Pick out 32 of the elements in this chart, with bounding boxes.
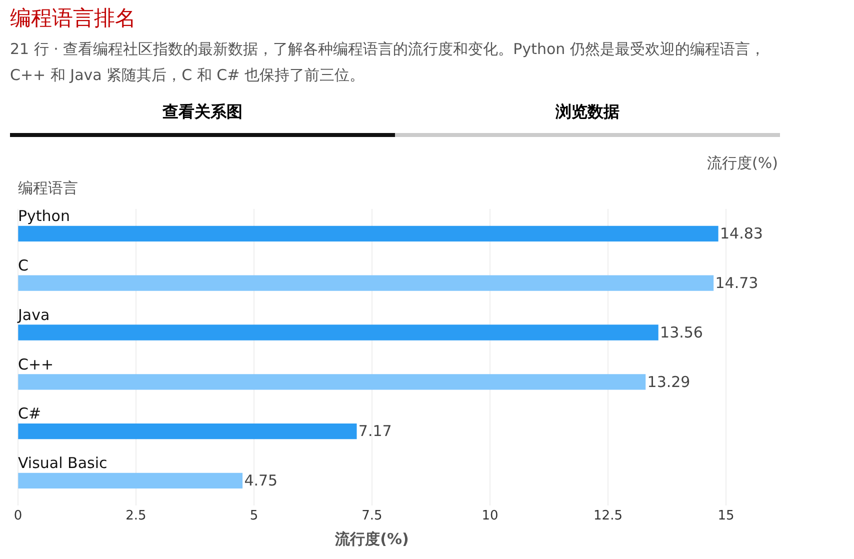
x-tick-label: 12.5 [594,508,622,524]
data-label: 13.56 [660,323,703,342]
y-tick-label: Visual Basic [18,454,108,472]
bar [18,226,718,242]
data-label: 7.17 [358,422,392,440]
x-tick-label: 2.5 [126,508,146,524]
text: 浏览数据 [395,102,780,137]
text: 查看关系图 [10,102,395,137]
text: 流行度(%) [707,154,778,172]
bar [18,423,357,440]
x-axis-title: 流行度(%) [334,530,409,548]
chart-subtitle: 21 行 · 查看编程社区指数的最新数据，了解各种编程语言的流行度和变化。Python 仍然是最受欢迎的编程语言，C++ 和 Java 紧随其后，C 和 C# 也保持了前三位。 [10,39,766,86]
x-tick-label: 0 [14,508,22,524]
data-label: 4.75 [244,472,278,490]
chart-title: 编程语言排名 [10,5,137,32]
y-tick-label: Java [17,306,50,324]
bar [18,472,243,489]
y-tick-label: C [18,256,28,274]
bar [18,374,646,390]
y-tick-label: Python [18,207,70,226]
x-tick-label: 15 [718,508,734,524]
bar [18,275,714,291]
data-label: 14.83 [720,224,763,243]
data-label: 13.29 [647,372,690,391]
y-tick-label: C# [18,404,42,423]
data-label: 14.73 [715,274,758,292]
x-tick-label: 10 [482,508,498,524]
x-tick-label: 5 [250,508,258,524]
y-tick-label: C++ [18,355,54,374]
x-tick-label: 7.5 [362,508,382,524]
bar [18,324,658,340]
y-axis-title: 编程语言 [18,178,78,197]
